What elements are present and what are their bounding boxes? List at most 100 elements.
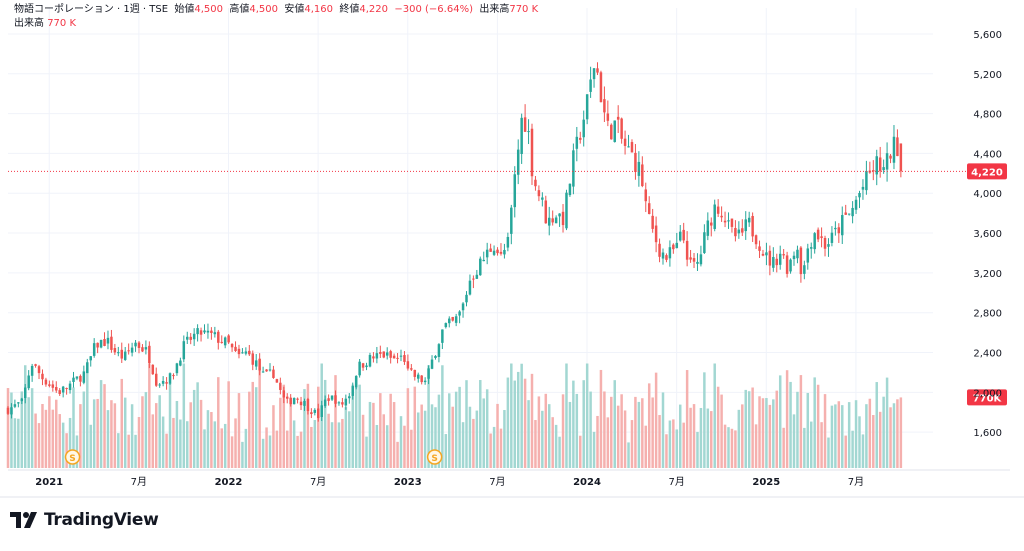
- volume-bar: [847, 402, 851, 468]
- candle-body: [330, 395, 334, 400]
- candle-body: [41, 373, 44, 380]
- volume-bar: [537, 396, 541, 468]
- candle-body: [341, 402, 344, 405]
- candle-body: [547, 217, 551, 226]
- candle-body: [647, 203, 651, 214]
- candle-body: [344, 398, 348, 406]
- candle-body: [572, 150, 575, 187]
- volume-bar: [358, 384, 361, 468]
- candle-body: [23, 387, 27, 399]
- candle-body: [703, 232, 706, 253]
- candle-body: [778, 253, 782, 265]
- volume-bar: [406, 388, 410, 468]
- candle-body: [654, 225, 658, 243]
- candle-body: [596, 68, 599, 73]
- volume-bar: [17, 418, 20, 468]
- candle-body: [599, 72, 603, 103]
- volume-bar: [110, 400, 113, 468]
- volume-bar: [327, 413, 330, 468]
- volume-bar: [351, 384, 354, 468]
- volume-bar: [896, 399, 899, 468]
- volume-bar: [399, 416, 403, 468]
- volume-bar: [310, 426, 313, 468]
- volume-bar: [303, 389, 306, 468]
- volume-bar: [858, 416, 861, 468]
- volume-bar: [706, 408, 710, 468]
- volume-bar: [772, 399, 775, 468]
- candle-body: [192, 333, 196, 340]
- candle-body: [641, 164, 644, 187]
- volume-bar: [285, 430, 289, 468]
- volume-bar: [485, 389, 489, 468]
- volume-bar: [513, 380, 517, 468]
- volume-bar: [289, 397, 292, 468]
- candle-body: [823, 237, 827, 249]
- volume-bar: [565, 363, 568, 468]
- candle-body: [792, 255, 796, 260]
- candle-body: [72, 377, 75, 382]
- volume-bar: [217, 377, 220, 468]
- dividend-marker-icon: [426, 449, 443, 465]
- tradingview-logo-icon: [10, 512, 37, 528]
- volume-bar: [117, 433, 120, 468]
- candle-body: [10, 407, 13, 415]
- volume-bar: [365, 436, 368, 468]
- volume-bar: [468, 406, 472, 468]
- symbol-title: 物語コーポレーション · 1週 · TSE: [14, 4, 169, 15]
- candle-body: [579, 137, 582, 140]
- candle-body: [248, 350, 251, 355]
- candle-body: [882, 167, 885, 171]
- volume-bar: [547, 404, 551, 468]
- volume-bar: [834, 404, 837, 468]
- candle-body: [765, 252, 768, 256]
- axes: 1,600 2,000 2,400 2,800 3,200 3,600 4,000 4,400…: [0, 30, 1024, 498]
- candle-body: [13, 404, 17, 407]
- volume-bar: [23, 365, 27, 468]
- candle-body: [768, 250, 772, 266]
- candle-body: [30, 365, 34, 376]
- volume-bar: [889, 407, 892, 468]
- volume-bar: [579, 435, 582, 468]
- candle-body: [213, 332, 217, 335]
- volume-bar: [72, 387, 75, 468]
- candle-body: [241, 352, 244, 354]
- volume-bar: [385, 425, 389, 468]
- volume-bar: [610, 396, 613, 468]
- time-tick-label: 2021: [35, 477, 63, 488]
- volume-bar: [361, 414, 365, 468]
- candle-body: [827, 244, 830, 247]
- candle-body: [65, 388, 68, 390]
- volume-bar: [647, 383, 651, 468]
- volume-bar: [344, 407, 348, 468]
- candle-body: [479, 258, 482, 276]
- volume-bar: [458, 386, 461, 468]
- volume-bar: [341, 418, 344, 468]
- volume-bar: [354, 377, 358, 468]
- candle-body: [61, 386, 65, 393]
- volume-bar: [375, 424, 379, 468]
- volume-badge: [967, 389, 1007, 406]
- time-tick-label: 7月: [310, 476, 326, 488]
- candle-body: [168, 373, 172, 384]
- candle-body: [289, 397, 292, 405]
- volume-bar: [758, 396, 761, 468]
- candle-body: [210, 330, 213, 334]
- volume-bar: [837, 401, 841, 468]
- candle-body: [899, 143, 903, 172]
- candle-body: [27, 375, 30, 389]
- volume-bar: [448, 393, 451, 468]
- candle-body: [130, 347, 134, 353]
- candle-body: [461, 303, 465, 311]
- tradingview-logo[interactable]: TradingView: [10, 510, 159, 530]
- volume-bar: [634, 396, 637, 468]
- change-value: −300 (−6.64%): [394, 4, 473, 15]
- volume-bar: [44, 409, 48, 468]
- volume-bar: [851, 430, 854, 468]
- candle-body: [875, 156, 878, 175]
- time-tick-label: 2025: [752, 477, 780, 488]
- volume-bar: [872, 415, 875, 468]
- volume-bar: [99, 380, 103, 468]
- volume-bar: [699, 407, 703, 468]
